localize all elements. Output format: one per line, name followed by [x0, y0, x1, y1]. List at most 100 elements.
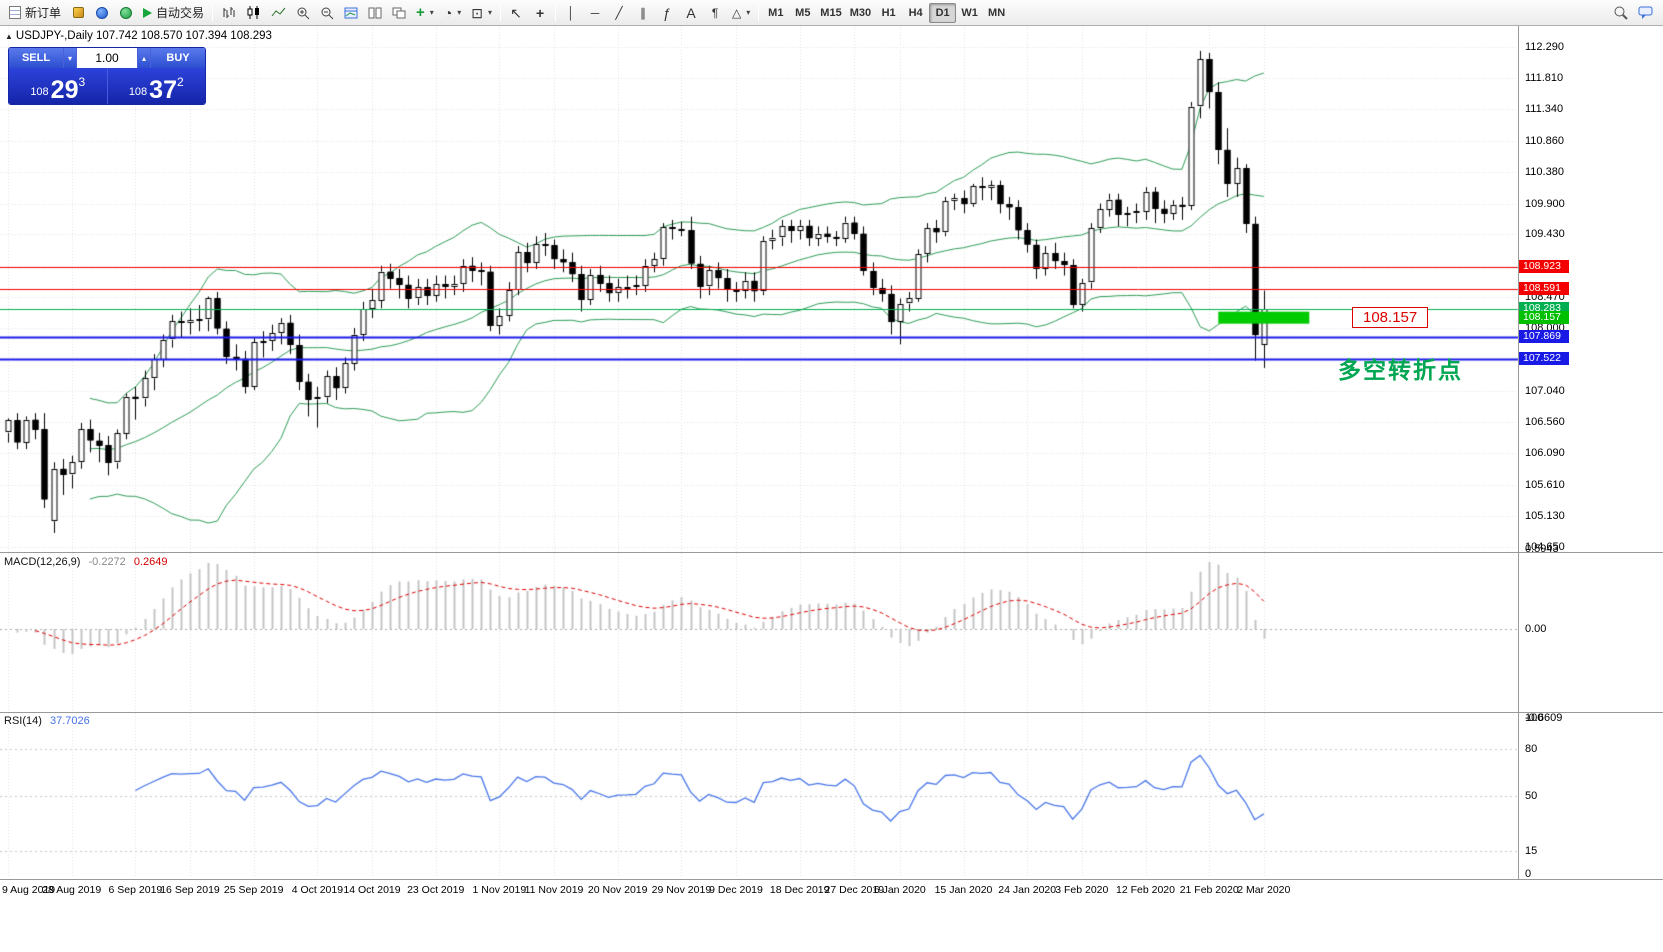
cascade-windows-button[interactable] [387, 2, 411, 24]
timeframe-button-mn[interactable]: MN [983, 3, 1010, 23]
price-level-label[interactable]: 108.157 [1352, 307, 1429, 328]
date-axis[interactable]: 9 Aug 2019 28 Aug 2019 6 Sep 2019 16 Sep 20… [0, 879, 1663, 901]
fibonacci-button[interactable]: ƒ [655, 2, 679, 24]
buy-price-pips: 37 [149, 75, 177, 104]
timeframe-button-h4[interactable]: H4 [902, 3, 929, 23]
date-axis-label: 3 Feb 2020 [1055, 884, 1109, 896]
profile-button[interactable] [90, 2, 114, 24]
new-chart-button[interactable] [339, 2, 363, 24]
price-scale-label: 107.040 [1525, 384, 1565, 397]
new-chart-icon [344, 7, 358, 18]
zoom-out-button[interactable] [315, 2, 339, 24]
rsi-scale-label: 15 [1525, 844, 1538, 857]
sell-price-point: 3 [78, 75, 86, 89]
date-axis-label: 23 Oct 2019 [407, 884, 465, 896]
sell-price[interactable]: 108 29 3 [9, 68, 107, 104]
volume-stepper-up[interactable]: ▴ [137, 48, 151, 68]
chevron-down-icon: ▾ [488, 8, 493, 17]
buy-price[interactable]: 108 37 2 [108, 68, 206, 104]
text-tool-button[interactable]: A [679, 2, 703, 24]
price-scale-label: 112.290 [1525, 40, 1564, 53]
crosshair-button[interactable]: + [528, 2, 552, 24]
price-scale-label: 105.130 [1525, 509, 1565, 522]
cursor-icon: ↖ [510, 4, 522, 21]
new-order-icon [9, 6, 21, 19]
trade-panel-divider [106, 68, 108, 104]
cursor-button[interactable]: ↖ [504, 2, 528, 24]
timeframe-button-m30[interactable]: M30 [846, 3, 875, 23]
price-scale[interactable]: 112.290 111.810 111.340 110.860 110.380 109.9… [1518, 26, 1663, 880]
trendline-button[interactable]: ╱ [607, 2, 631, 24]
community-button[interactable] [114, 2, 138, 24]
date-axis-label: 11 Nov 2019 [524, 884, 584, 896]
date-axis-label: 1 Nov 2019 [472, 884, 527, 896]
chart-title: ▲ USDJPY-,Daily 107.742 108.570 107.394 … [5, 30, 272, 42]
price-tag: 108.923 [1519, 260, 1569, 274]
price-scale-label: 110.860 [1525, 134, 1564, 147]
volume-stepper-down[interactable]: ▾ [63, 48, 77, 68]
templates-button[interactable]: ⊡ ▾ [466, 2, 497, 24]
buy-button[interactable]: BUY [151, 48, 205, 68]
caret-down-icon: ▾ [67, 53, 72, 63]
new-order-button[interactable]: 新订单 [4, 2, 66, 24]
template-icon: ⊡ [471, 4, 484, 21]
sell-button[interactable]: SELL [9, 48, 63, 68]
panel-separator[interactable] [0, 712, 1663, 713]
label-tool-icon: ¶ [711, 5, 719, 20]
sell-price-pips: 29 [50, 75, 79, 104]
tile-windows-icon [368, 7, 382, 18]
timeframe-button-d1[interactable]: D1 [929, 2, 957, 23]
shapes-button[interactable]: △ ▾ [727, 2, 755, 24]
bar-chart-button[interactable] [216, 2, 241, 24]
price-tag: 107.522 [1519, 352, 1569, 366]
price-scale-label: 111.340 [1525, 103, 1564, 116]
channel-button[interactable]: ∥ [631, 2, 655, 24]
market-button[interactable] [66, 2, 90, 24]
date-axis-label: 27 Dec 2019 [824, 884, 885, 896]
zoom-in-button[interactable] [291, 2, 315, 24]
trade-panel-prices-row: 108 29 3 108 37 2 [9, 68, 205, 104]
horizontal-line-icon: ─ [590, 5, 600, 20]
date-axis-label: 16 Sep 2019 [160, 884, 220, 896]
rsi-label: RSI(14) 37.7026 [4, 715, 90, 727]
volume-input[interactable] [77, 48, 137, 68]
timeframe-button-w1[interactable]: W1 [956, 3, 983, 23]
market-icon [72, 7, 84, 18]
vertical-line-icon: │ [567, 5, 575, 20]
indicators-button[interactable]: + ▾ [411, 2, 439, 24]
candlestick-chart-button[interactable] [241, 2, 266, 24]
label-tool-button[interactable]: ¶ [703, 2, 727, 24]
timeframe-button-m5[interactable]: M5 [789, 3, 816, 23]
toolbar-separator [758, 4, 760, 21]
macd-scale-label: 0.5943 [1525, 542, 1559, 555]
chat-icon [1638, 6, 1653, 19]
rsi-scale-label: 100 [1525, 712, 1544, 724]
chart-annotation[interactable]: 多空转折点 [1338, 358, 1463, 384]
channel-icon: ∥ [640, 5, 647, 20]
timeframe-button-m15[interactable]: M15 [816, 3, 845, 23]
timeframe-button-m1[interactable]: M1 [762, 3, 789, 23]
timeframe-button-h1[interactable]: H1 [875, 3, 902, 23]
price-scale-label: 109.900 [1525, 197, 1565, 210]
date-axis-label: 20 Nov 2019 [587, 884, 648, 896]
search-button[interactable] [1608, 2, 1633, 24]
chevron-down-icon: ▾ [457, 8, 462, 17]
periodicity-button[interactable]: ◔ ▾ [439, 2, 466, 24]
chevron-down-icon: ▾ [429, 8, 434, 17]
price-scale-label: 111.810 [1525, 72, 1564, 85]
auto-trading-button[interactable]: 自动交易 [138, 2, 209, 24]
date-axis-label: 6 Sep 2019 [108, 884, 163, 896]
panel-separator[interactable] [0, 552, 1663, 553]
tile-windows-button[interactable] [363, 2, 387, 24]
vertical-line-button[interactable]: │ [559, 2, 583, 24]
price-tag: 107.869 [1519, 329, 1569, 343]
chevron-down-icon: ▾ [746, 8, 751, 17]
price-scale-label: 109.430 [1525, 228, 1565, 241]
candlestick-chart-icon [247, 6, 260, 19]
macd-scale-label: -0.6609 [1525, 712, 1563, 725]
line-chart-button[interactable] [266, 2, 291, 24]
chat-button[interactable] [1633, 2, 1659, 24]
text-tool-icon: A [686, 4, 696, 21]
horizontal-line-button[interactable]: ─ [583, 2, 607, 24]
